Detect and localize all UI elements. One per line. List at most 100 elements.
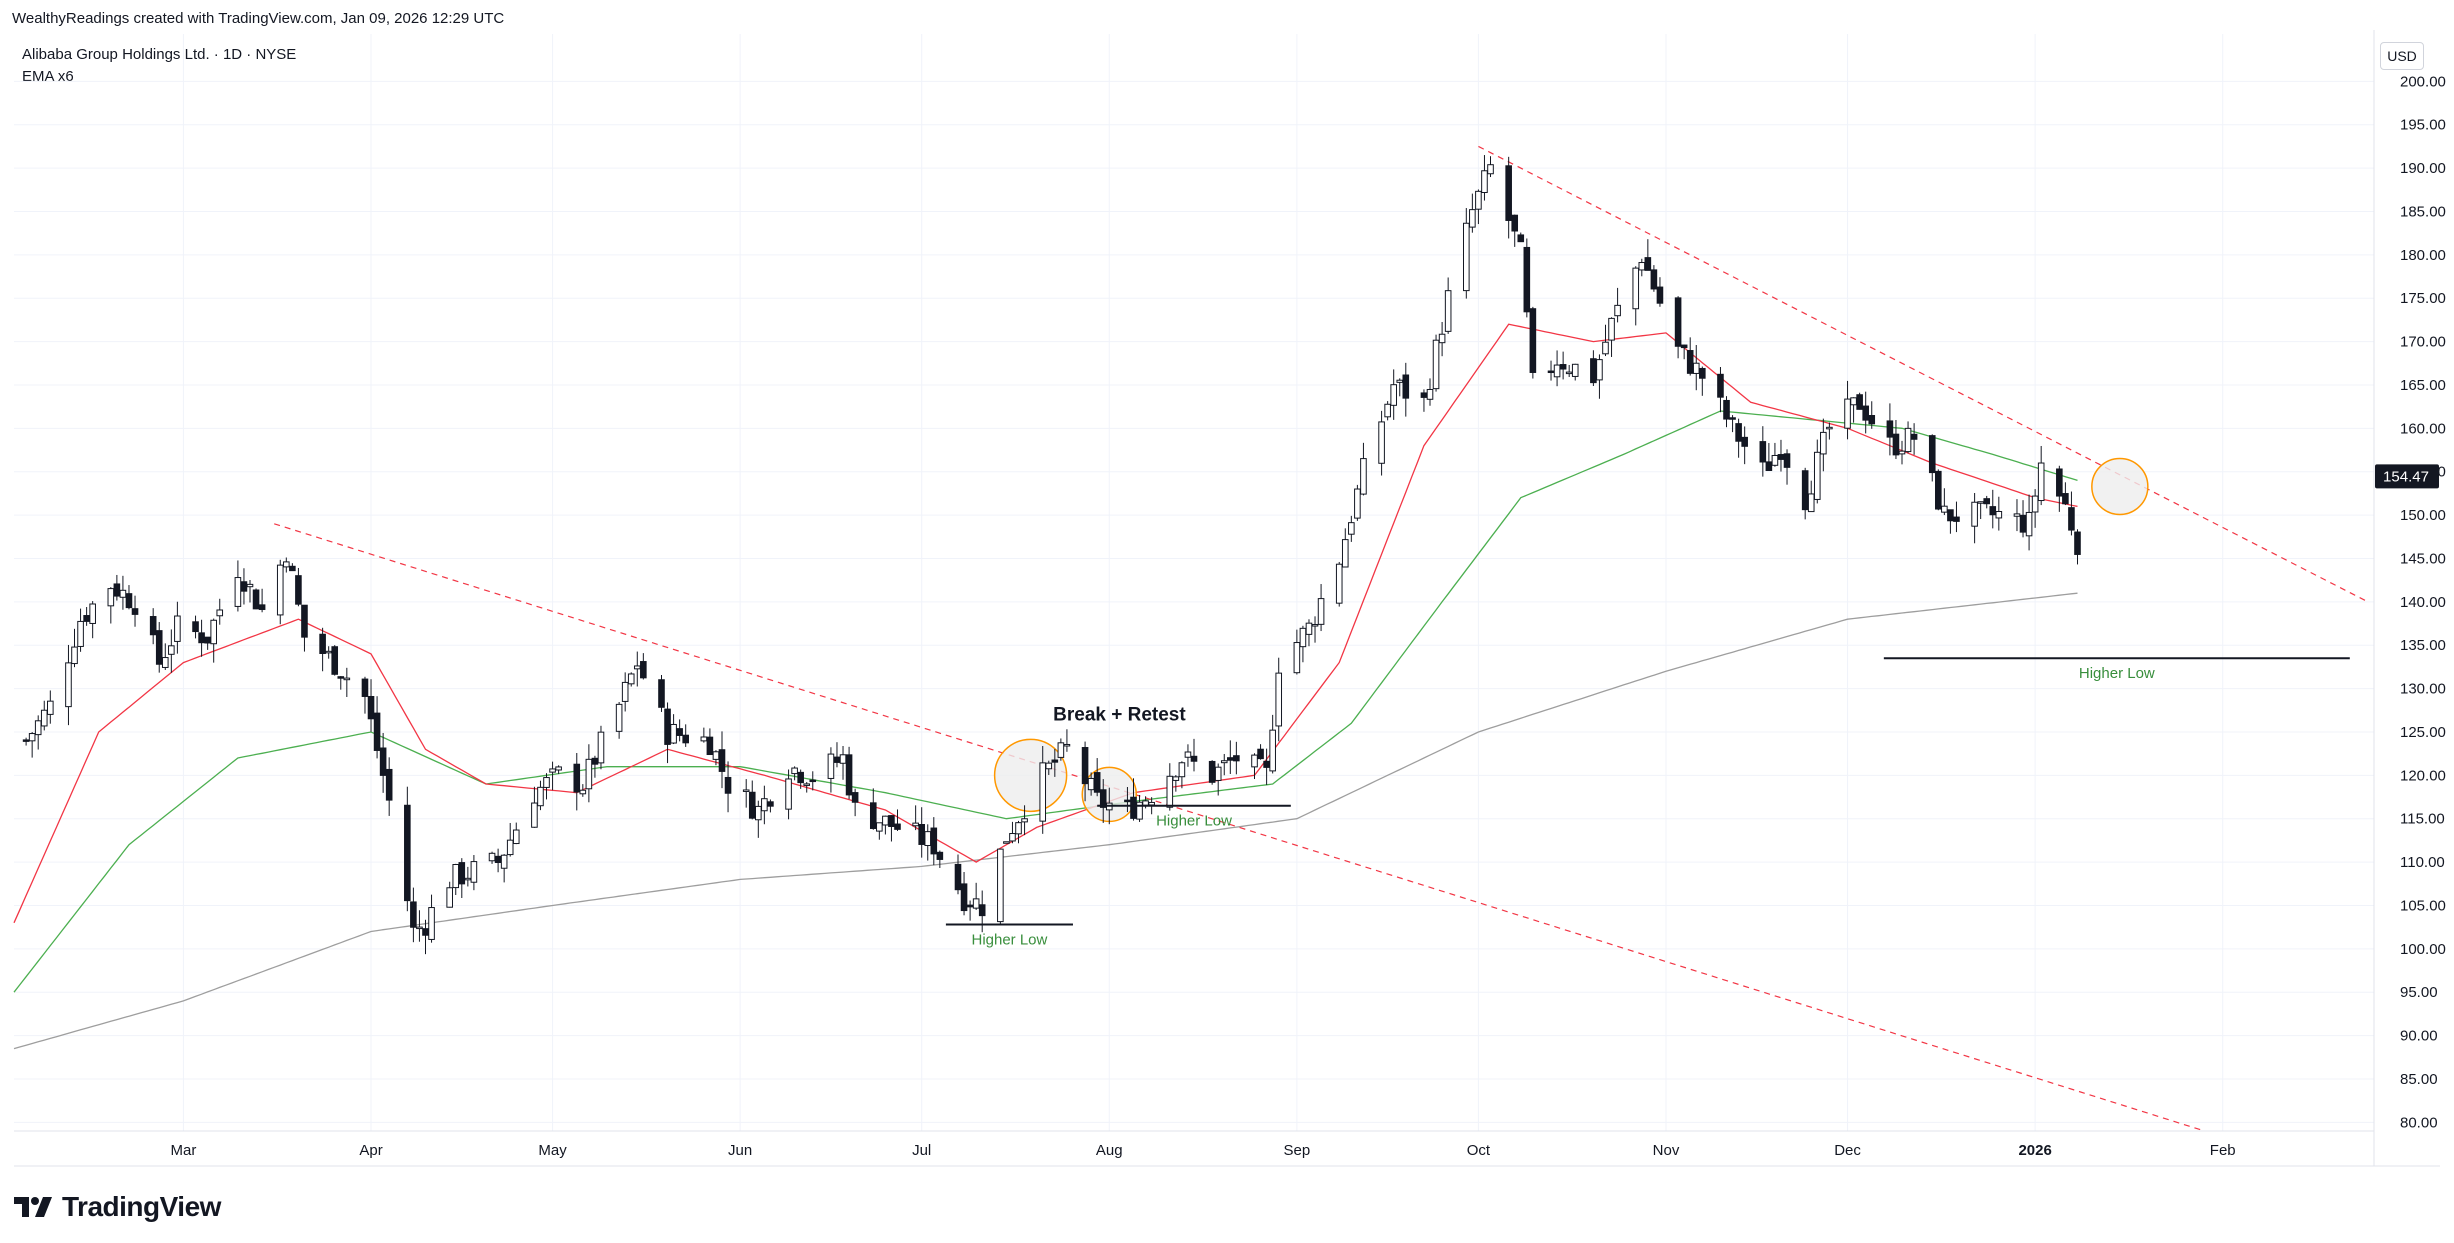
candle[interactable] — [131, 595, 139, 627]
candle[interactable] — [954, 854, 962, 895]
candle[interactable] — [276, 559, 284, 625]
candle[interactable] — [1989, 489, 1997, 529]
candle[interactable] — [724, 761, 732, 813]
candle[interactable] — [289, 563, 296, 572]
candle[interactable] — [1892, 419, 1900, 460]
candle[interactable] — [1856, 392, 1863, 410]
candle[interactable] — [1420, 389, 1428, 412]
candle[interactable] — [295, 567, 302, 607]
candle[interactable] — [512, 822, 520, 845]
candle[interactable] — [210, 618, 217, 663]
candle[interactable] — [1378, 410, 1385, 476]
candle[interactable] — [1971, 493, 1978, 544]
candle[interactable] — [670, 714, 677, 745]
candle[interactable] — [1983, 495, 1991, 509]
candle[interactable] — [633, 651, 641, 687]
candle[interactable] — [537, 780, 544, 811]
candle[interactable] — [876, 822, 883, 840]
candle[interactable] — [337, 676, 345, 690]
candle[interactable] — [1003, 841, 1010, 844]
candle[interactable] — [2068, 491, 2075, 536]
candle[interactable] — [1565, 364, 1573, 378]
candle[interactable] — [1850, 397, 1857, 423]
candle[interactable] — [1396, 378, 1404, 397]
candle[interactable] — [1190, 738, 1198, 772]
candle[interactable] — [597, 725, 605, 770]
candle[interactable] — [47, 690, 54, 724]
candle[interactable] — [500, 854, 508, 883]
candle[interactable] — [1826, 422, 1833, 440]
candle[interactable] — [742, 779, 750, 808]
candle[interactable] — [1045, 760, 1053, 775]
candle[interactable] — [1686, 337, 1694, 376]
candle[interactable] — [34, 715, 42, 750]
indicator-legend[interactable]: EMA x6 — [22, 68, 74, 85]
candle[interactable] — [1172, 775, 1180, 792]
candle[interactable] — [252, 588, 260, 610]
candle[interactable] — [416, 910, 423, 942]
candle[interactable] — [803, 781, 811, 793]
candle[interactable] — [1275, 657, 1283, 742]
candle[interactable] — [204, 636, 211, 650]
candle[interactable] — [1136, 794, 1143, 822]
trendline[interactable] — [1478, 145, 2369, 603]
candle[interactable] — [1469, 193, 1476, 233]
candle[interactable] — [410, 887, 417, 943]
candle[interactable] — [767, 799, 774, 813]
candle[interactable] — [894, 809, 901, 831]
candle[interactable] — [325, 646, 332, 659]
candle[interactable] — [464, 866, 472, 887]
candle[interactable] — [1898, 440, 1906, 465]
candle[interactable] — [997, 848, 1004, 926]
candle[interactable] — [1426, 378, 1434, 406]
candle[interactable] — [2062, 482, 2069, 506]
candle[interactable] — [1293, 629, 1301, 675]
candle[interactable] — [149, 608, 157, 645]
candle[interactable] — [22, 737, 30, 746]
candle[interactable] — [1735, 418, 1742, 458]
candle[interactable] — [845, 746, 853, 800]
candle[interactable] — [1801, 467, 1809, 520]
candle[interactable] — [1953, 501, 1960, 533]
candle[interactable] — [168, 629, 175, 673]
candle[interactable] — [930, 817, 938, 866]
candle[interactable] — [1227, 740, 1234, 774]
candle[interactable] — [1928, 434, 1936, 482]
candle[interactable] — [579, 784, 587, 797]
candle[interactable] — [1523, 238, 1531, 318]
candle[interactable] — [161, 643, 169, 670]
candle[interactable] — [234, 560, 242, 612]
candle[interactable] — [1590, 350, 1597, 386]
candle[interactable] — [1015, 820, 1022, 844]
candle[interactable] — [65, 644, 72, 726]
candle[interactable] — [361, 676, 369, 714]
candle[interactable] — [174, 601, 181, 654]
candle[interactable] — [1093, 758, 1101, 797]
candle[interactable] — [198, 619, 205, 657]
candle[interactable] — [1910, 423, 1918, 455]
candle[interactable] — [1009, 821, 1016, 844]
candle[interactable] — [640, 653, 647, 680]
candle[interactable] — [1481, 155, 1488, 201]
candle[interactable] — [1777, 439, 1785, 472]
candle[interactable] — [1729, 415, 1736, 433]
candle[interactable] — [1553, 350, 1561, 387]
candle[interactable] — [1807, 480, 1815, 513]
candle[interactable] — [1596, 354, 1603, 399]
candle[interactable] — [1608, 317, 1615, 357]
candle[interactable] — [1904, 421, 1912, 454]
candle[interactable] — [1650, 265, 1658, 292]
candle[interactable] — [1765, 443, 1773, 472]
candle[interactable] — [748, 780, 756, 820]
candle[interactable] — [1384, 401, 1391, 421]
candle[interactable] — [1699, 366, 1706, 396]
candle[interactable] — [882, 815, 889, 835]
candle[interactable] — [1233, 741, 1240, 775]
candle[interactable] — [627, 672, 635, 687]
candle[interactable] — [319, 627, 326, 672]
candle[interactable] — [258, 588, 266, 613]
candle[interactable] — [1348, 515, 1355, 542]
candle[interactable] — [960, 872, 968, 916]
candle[interactable] — [706, 728, 714, 756]
candle[interactable] — [89, 601, 96, 639]
